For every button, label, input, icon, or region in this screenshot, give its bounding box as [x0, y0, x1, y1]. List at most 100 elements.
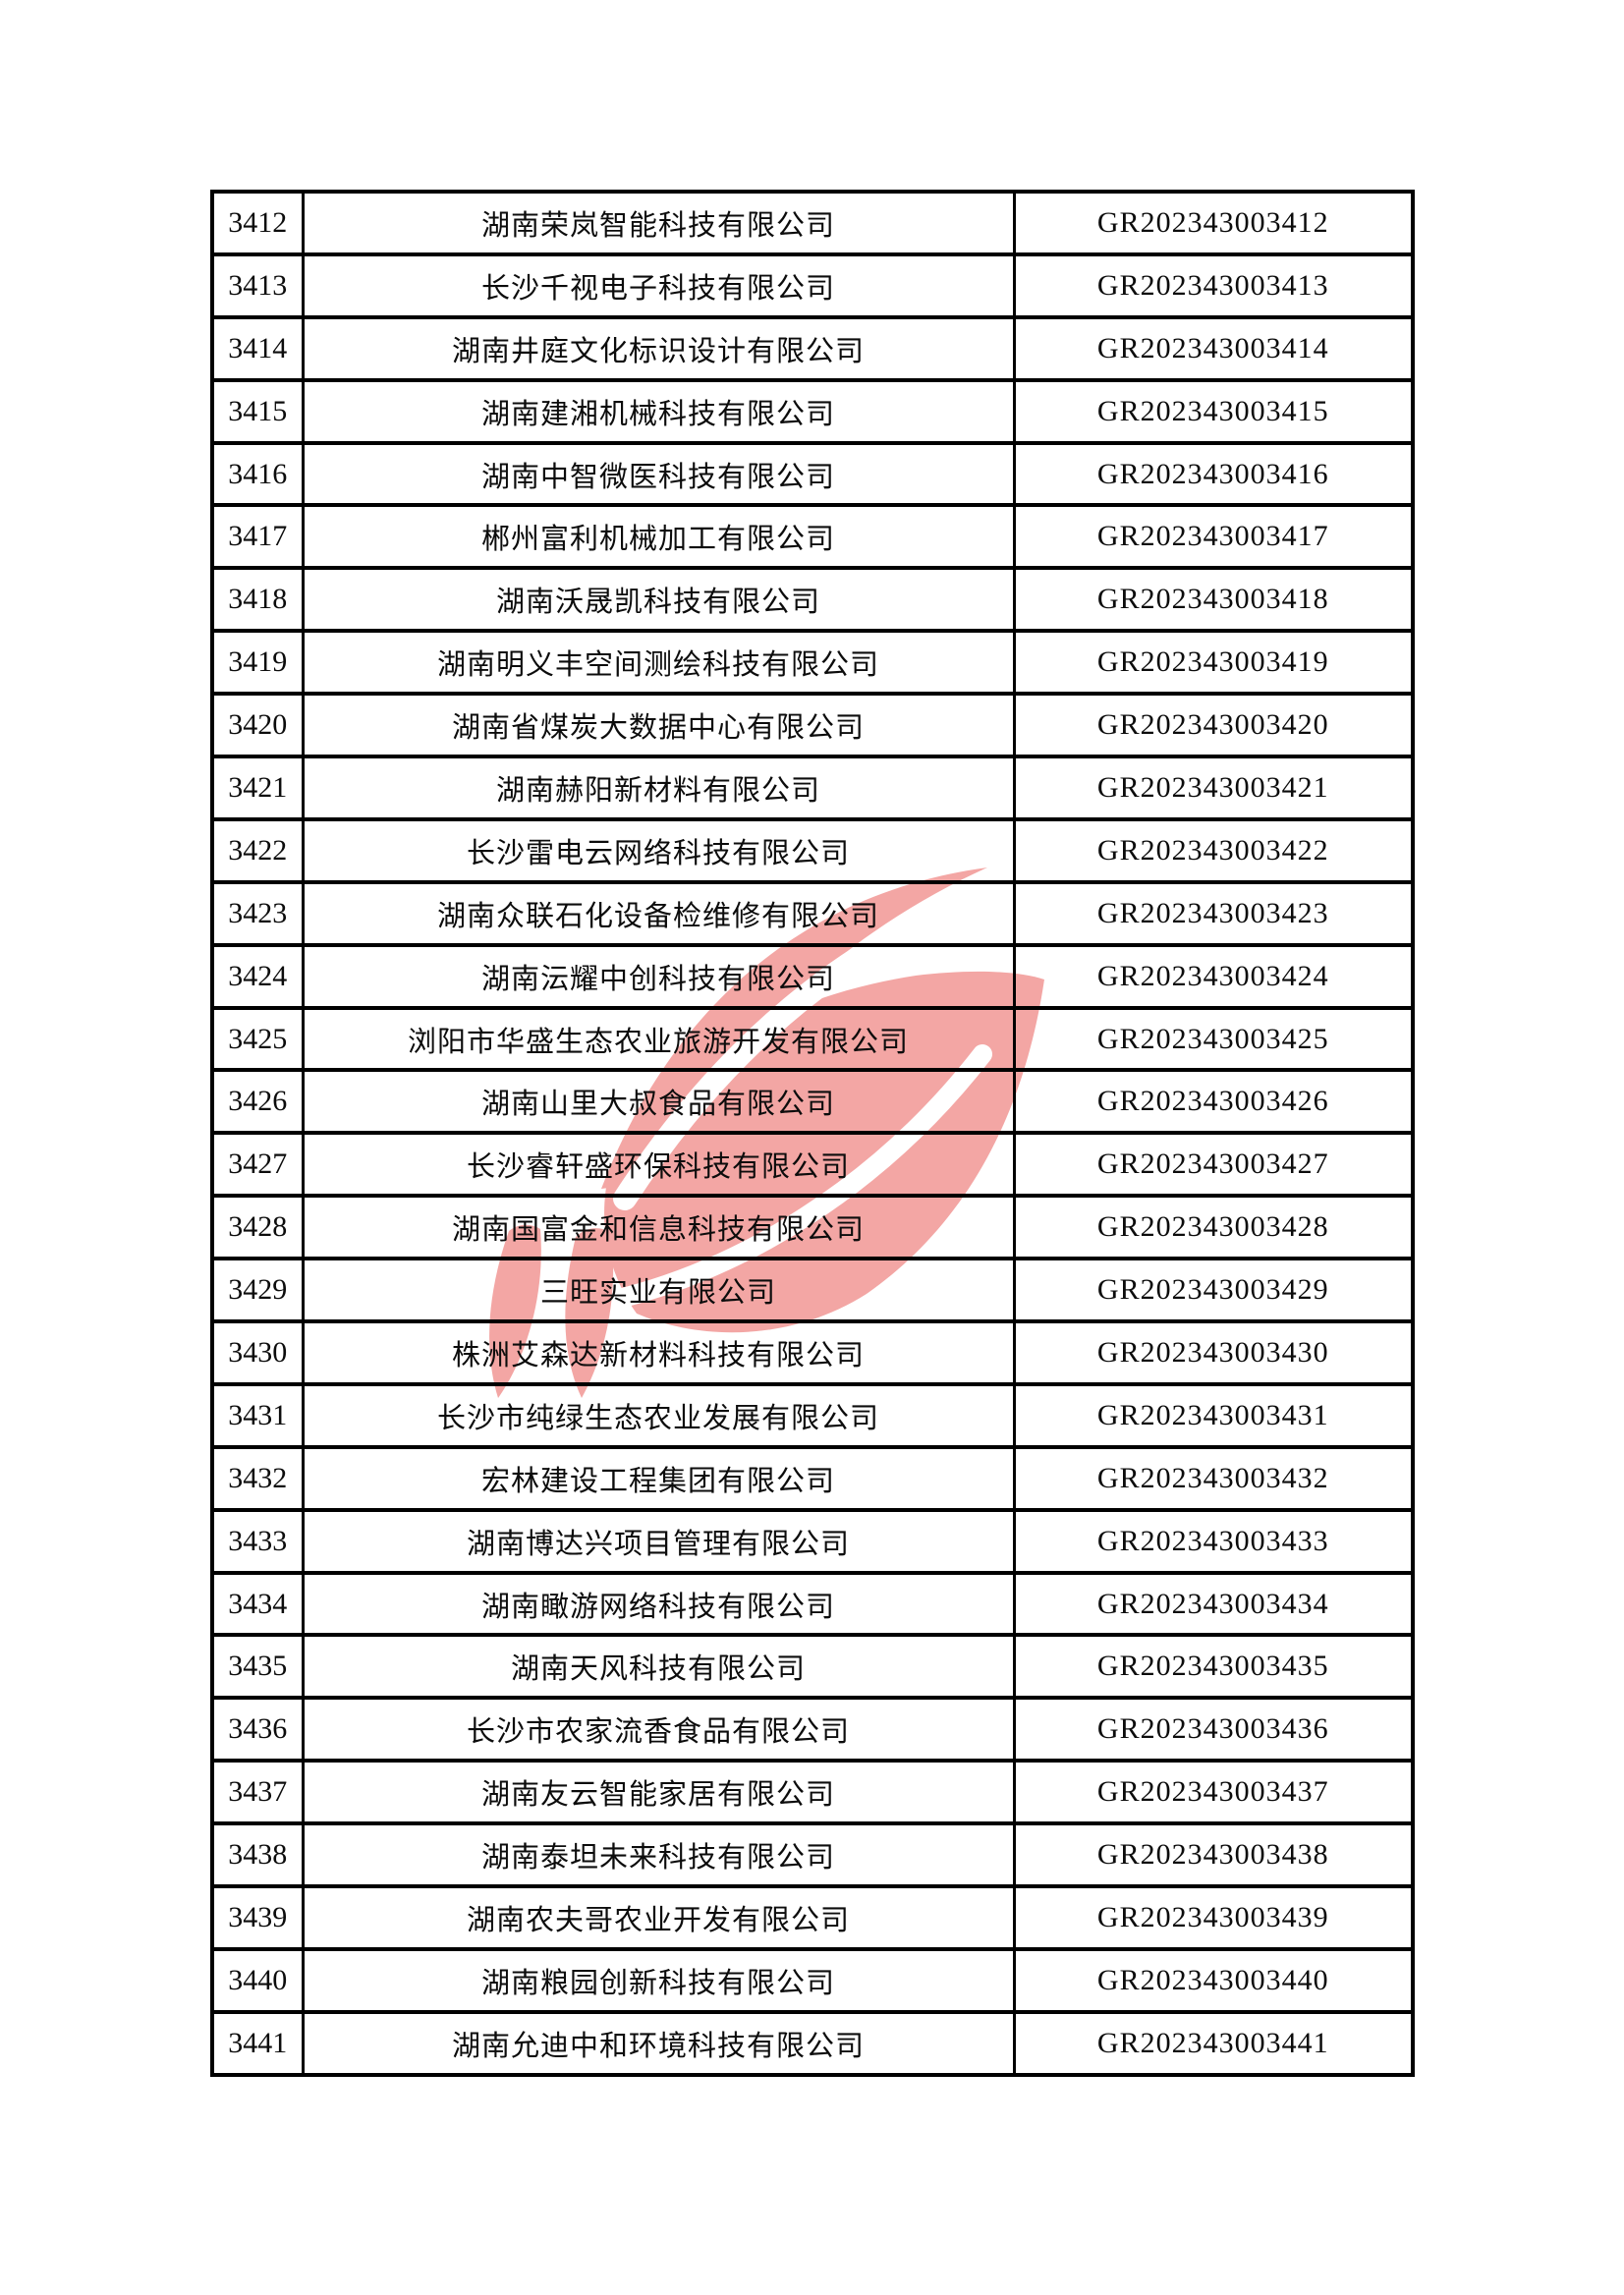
- company-name-cell: 湖南荣岚智能科技有限公司: [301, 190, 1016, 256]
- table-row: 3439 湖南农夫哥农业开发有限公司 GR202343003439: [210, 1884, 1415, 1951]
- row-seq-cell: 3419: [210, 629, 305, 697]
- company-certificate-table: 3412 湖南荣岚智能科技有限公司 GR202343003412 3413 长沙千视电子…: [210, 190, 1415, 2077]
- row-seq-cell: 3439: [210, 1884, 305, 1951]
- row-seq-cell: 3413: [210, 252, 305, 319]
- company-name-cell: 湖南允迪中和环境科技有限公司: [301, 2009, 1016, 2077]
- row-seq-cell: 3416: [210, 440, 305, 508]
- company-name-cell: 湖南友云智能家居有限公司: [301, 1759, 1016, 1826]
- row-seq-cell: 3424: [210, 942, 305, 1010]
- table-row: 3418 湖南沃晟凯科技有限公司 GR202343003418: [210, 566, 1415, 634]
- cert-number-cell: GR202343003433: [1012, 1507, 1415, 1575]
- table-row: 3433 湖南博达兴项目管理有限公司 GR202343003433: [210, 1507, 1415, 1575]
- company-name-cell: 湖南明义丰空间测绘科技有限公司: [301, 629, 1016, 697]
- table-row: 3412 湖南荣岚智能科技有限公司 GR202343003412: [210, 190, 1415, 256]
- table-row: 3425 浏阳市华盛生态农业旅游开发有限公司 GR202343003425: [210, 1005, 1415, 1073]
- company-name-cell: 长沙雷电云网络科技有限公司: [301, 816, 1016, 884]
- table-row: 3426 湖南山里大叔食品有限公司 GR202343003426: [210, 1068, 1415, 1136]
- row-seq-cell: 3433: [210, 1507, 305, 1575]
- row-seq-cell: 3422: [210, 816, 305, 884]
- table-row: 3414 湖南井庭文化标识设计有限公司 GR202343003414: [210, 314, 1415, 382]
- row-seq-cell: 3431: [210, 1381, 305, 1449]
- company-name-cell: 长沙睿轩盛环保科技有限公司: [301, 1131, 1016, 1199]
- cert-number-cell: GR202343003435: [1012, 1633, 1415, 1701]
- table-row: 3436 长沙市农家流香食品有限公司 GR202343003436: [210, 1696, 1415, 1763]
- cert-number-cell: GR202343003414: [1012, 314, 1415, 382]
- cert-number-cell: GR202343003432: [1012, 1444, 1415, 1512]
- table-row: 3429 三旺实业有限公司 GR202343003429: [210, 1257, 1415, 1324]
- company-name-cell: 长沙千视电子科技有限公司: [301, 252, 1016, 319]
- cert-number-cell: GR202343003436: [1012, 1696, 1415, 1763]
- company-name-cell: 湖南赫阳新材料有限公司: [301, 755, 1016, 821]
- table-row: 3435 湖南天风科技有限公司 GR202343003435: [210, 1633, 1415, 1701]
- table-row: 3432 宏林建设工程集团有限公司 GR202343003432: [210, 1444, 1415, 1512]
- table-row: 3415 湖南建湘机械科技有限公司 GR202343003415: [210, 377, 1415, 445]
- row-seq-cell: 3412: [210, 190, 305, 256]
- table-row: 3424 湖南沄耀中创科技有限公司 GR202343003424: [210, 942, 1415, 1010]
- table-row: 3431 长沙市纯绿生态农业发展有限公司 GR202343003431: [210, 1381, 1415, 1449]
- table-row: 3423 湖南众联石化设备检维修有限公司 GR202343003423: [210, 879, 1415, 947]
- table-row: 3434 湖南瞰游网络科技有限公司 GR202343003434: [210, 1570, 1415, 1638]
- table-row: 3441 湖南允迪中和环境科技有限公司 GR202343003441: [210, 2009, 1415, 2077]
- company-name-cell: 长沙市纯绿生态农业发展有限公司: [301, 1381, 1016, 1449]
- company-name-cell: 湖南粮园创新科技有限公司: [301, 1946, 1016, 2014]
- cert-number-cell: GR202343003418: [1012, 566, 1415, 634]
- table-row: 3437 湖南友云智能家居有限公司 GR202343003437: [210, 1759, 1415, 1826]
- row-seq-cell: 3428: [210, 1194, 305, 1261]
- cert-number-cell: GR202343003440: [1012, 1946, 1415, 2014]
- cert-number-cell: GR202343003438: [1012, 1821, 1415, 1889]
- company-name-cell: 株洲艾森达新材料科技有限公司: [301, 1319, 1016, 1386]
- company-name-cell: 宏林建设工程集团有限公司: [301, 1444, 1016, 1512]
- cert-number-cell: GR202343003423: [1012, 879, 1415, 947]
- table-row: 3413 长沙千视电子科技有限公司 GR202343003413: [210, 252, 1415, 319]
- company-name-cell: 湖南众联石化设备检维修有限公司: [301, 879, 1016, 947]
- table-row: 3428 湖南国富金和信息科技有限公司 GR202343003428: [210, 1194, 1415, 1261]
- table-body: 3412 湖南荣岚智能科技有限公司 GR202343003412 3413 长沙千视电子…: [210, 190, 1415, 2077]
- cert-number-cell: GR202343003419: [1012, 629, 1415, 697]
- company-name-cell: 湖南国富金和信息科技有限公司: [301, 1194, 1016, 1261]
- cert-number-cell: GR202343003415: [1012, 377, 1415, 445]
- row-seq-cell: 3417: [210, 503, 305, 571]
- table-row: 3430 株洲艾森达新材料科技有限公司 GR202343003430: [210, 1319, 1415, 1386]
- cert-number-cell: GR202343003437: [1012, 1759, 1415, 1826]
- cert-number-cell: GR202343003413: [1012, 252, 1415, 319]
- row-seq-cell: 3429: [210, 1257, 305, 1324]
- cert-number-cell: GR202343003412: [1012, 190, 1415, 256]
- company-name-cell: 湖南井庭文化标识设计有限公司: [301, 314, 1016, 382]
- company-name-cell: 湖南天风科技有限公司: [301, 1633, 1016, 1701]
- cert-number-cell: GR202343003434: [1012, 1570, 1415, 1638]
- row-seq-cell: 3430: [210, 1319, 305, 1386]
- company-name-cell: 湖南博达兴项目管理有限公司: [301, 1507, 1016, 1575]
- company-name-cell: 湖南中智微医科技有限公司: [301, 440, 1016, 508]
- company-name-cell: 湖南瞰游网络科技有限公司: [301, 1570, 1016, 1638]
- cert-number-cell: GR202343003417: [1012, 503, 1415, 571]
- company-name-cell: 湖南泰坦未来科技有限公司: [301, 1821, 1016, 1889]
- company-name-cell: 湖南建湘机械科技有限公司: [301, 377, 1016, 445]
- row-seq-cell: 3425: [210, 1005, 305, 1073]
- row-seq-cell: 3418: [210, 566, 305, 634]
- cert-number-cell: GR202343003428: [1012, 1194, 1415, 1261]
- cert-number-cell: GR202343003425: [1012, 1005, 1415, 1073]
- company-name-cell: 湖南沄耀中创科技有限公司: [301, 942, 1016, 1010]
- row-seq-cell: 3415: [210, 377, 305, 445]
- table-row: 3419 湖南明义丰空间测绘科技有限公司 GR202343003419: [210, 629, 1415, 697]
- company-name-cell: 郴州富利机械加工有限公司: [301, 503, 1016, 571]
- cert-number-cell: GR202343003427: [1012, 1131, 1415, 1199]
- cert-number-cell: GR202343003429: [1012, 1257, 1415, 1324]
- table-row: 3438 湖南泰坦未来科技有限公司 GR202343003438: [210, 1821, 1415, 1889]
- row-seq-cell: 3440: [210, 1946, 305, 2014]
- row-seq-cell: 3437: [210, 1759, 305, 1826]
- table-row: 3420 湖南省煤炭大数据中心有限公司 GR202343003420: [210, 692, 1415, 759]
- table-row: 3440 湖南粮园创新科技有限公司 GR202343003440: [210, 1946, 1415, 2014]
- company-name-cell: 湖南省煤炭大数据中心有限公司: [301, 692, 1016, 759]
- row-seq-cell: 3432: [210, 1444, 305, 1512]
- company-name-cell: 湖南山里大叔食品有限公司: [301, 1068, 1016, 1136]
- row-seq-cell: 3436: [210, 1696, 305, 1763]
- row-seq-cell: 3438: [210, 1821, 305, 1889]
- company-name-cell: 浏阳市华盛生态农业旅游开发有限公司: [301, 1005, 1016, 1073]
- table-row: 3421 湖南赫阳新材料有限公司 GR202343003421: [210, 755, 1415, 821]
- row-seq-cell: 3421: [210, 755, 305, 821]
- company-name-cell: 长沙市农家流香食品有限公司: [301, 1696, 1016, 1763]
- row-seq-cell: 3423: [210, 879, 305, 947]
- table-row: 3417 郴州富利机械加工有限公司 GR202343003417: [210, 503, 1415, 571]
